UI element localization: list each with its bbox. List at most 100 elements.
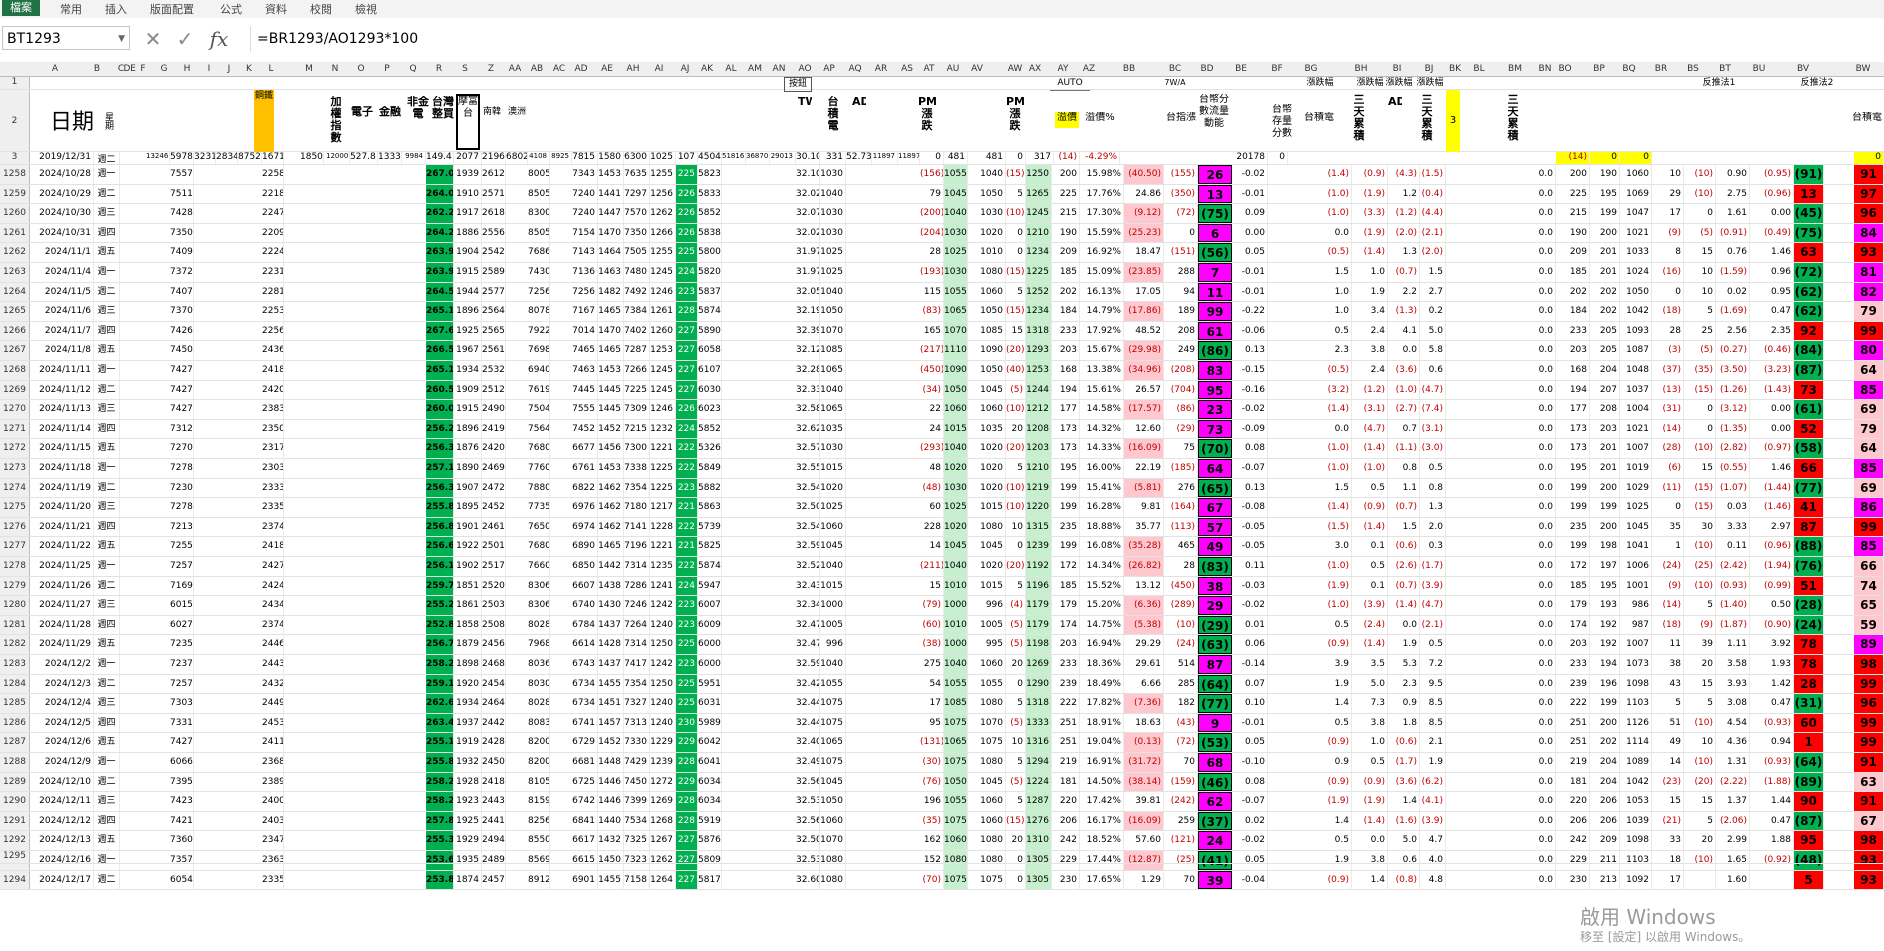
cell-k[interactable]: 2231 [262, 263, 284, 282]
cell-bs[interactable]: 5 [1684, 302, 1716, 321]
cell-bc[interactable]: 73 [1198, 419, 1232, 439]
cell-s[interactable]: 2577 [482, 282, 506, 302]
cell-ad[interactable]: 1430 [598, 596, 624, 615]
cell-bp[interactable]: 200 [1590, 517, 1620, 537]
cell-q[interactable]: 264.0 [426, 184, 454, 204]
cell-ax[interactable]: 1252 [1026, 282, 1052, 302]
row-header[interactable]: 1260 [0, 204, 30, 223]
cell-bs[interactable]: (10) [1684, 439, 1716, 458]
cell-ai[interactable]: 227 [676, 341, 698, 360]
cell-au[interactable]: 1045 [944, 537, 968, 556]
cell-bs[interactable]: 0 [1684, 204, 1716, 223]
cell-ao[interactable]: 1045 [820, 537, 846, 556]
cell[interactable]: 0 [1006, 152, 1026, 164]
cell-at[interactable]: 22 [920, 400, 944, 419]
cell-aa[interactable]: 7686 [528, 243, 550, 262]
cell-g[interactable]: 7270 [170, 439, 194, 458]
cell-av[interactable]: 1080 [968, 694, 1006, 713]
cell-bb[interactable]: (121) [1164, 831, 1198, 850]
cell-bc[interactable]: (64) [1198, 674, 1232, 694]
cell-av[interactable]: 1080 [968, 517, 1006, 537]
cell-bb[interactable]: (164) [1164, 498, 1198, 517]
cell-ai[interactable]: 226 [676, 184, 698, 204]
cell-bl[interactable]: 0.0 [1506, 517, 1556, 537]
cell-r[interactable]: 1898 [454, 655, 482, 674]
cell-ah[interactable]: 1250 [650, 674, 676, 694]
cell-bf[interactable]: 1.4 [1302, 694, 1352, 713]
cell-w[interactable]: 週一 [94, 165, 120, 184]
cell-ac[interactable]: 6741 [572, 713, 598, 733]
cell-ai[interactable]: 225 [676, 165, 698, 184]
cell-bs[interactable]: 5 [1684, 694, 1716, 713]
cell-bf[interactable]: 1.0 [1302, 302, 1352, 321]
cell-ay[interactable]: 194 [1052, 380, 1080, 400]
column-header-bk[interactable]: BK [1448, 64, 1462, 74]
cell-bb[interactable]: (159) [1164, 772, 1198, 792]
cell-bf[interactable]: (0.5) [1302, 361, 1352, 380]
cell-at[interactable]: 165 [920, 321, 944, 341]
cell-bl[interactable]: 0.0 [1506, 674, 1556, 694]
row-header[interactable]: 1288 [0, 753, 30, 772]
row-header[interactable]: 1277 [0, 537, 30, 556]
cell-bt[interactable]: 1.11 [1716, 635, 1750, 654]
cell-bq[interactable]: 1037 [1620, 380, 1652, 400]
cell-aw[interactable]: 20 [1006, 831, 1026, 850]
cell-ad[interactable]: 1462 [598, 478, 624, 498]
cell-g[interactable]: 7426 [170, 321, 194, 341]
cell-ae[interactable]: 7297 [624, 184, 650, 204]
cell-bc[interactable]: (75) [1198, 204, 1232, 223]
cell-r[interactable]: 1925 [454, 811, 482, 831]
cell-ah[interactable]: 1255 [650, 165, 676, 184]
cell-q[interactable]: 264.5 [426, 282, 454, 302]
cell-ay[interactable]: 220 [1052, 792, 1080, 811]
cell-an[interactable]: 31.97 [796, 263, 820, 282]
cell-ax[interactable]: 1318 [1026, 321, 1052, 341]
cell-bt[interactable]: (2.06) [1716, 811, 1750, 831]
cell-bw[interactable]: 85 [1854, 537, 1884, 556]
cell-g[interactable]: 7427 [170, 361, 194, 380]
cell-bs[interactable]: (10) [1684, 165, 1716, 184]
cell-bu[interactable]: (0.49) [1750, 223, 1794, 243]
cell-bb[interactable]: 70 [1164, 753, 1198, 772]
cell-ac[interactable]: 7014 [572, 321, 598, 341]
cell-ay[interactable]: 172 [1052, 557, 1080, 576]
cell-bh[interactable]: 1.1 [1388, 478, 1420, 498]
cell-ad[interactable]: 1442 [598, 557, 624, 576]
cell-ba[interactable]: (34.96) [1124, 361, 1164, 380]
cell-bw[interactable]: 85 [1854, 459, 1884, 478]
cell-bb[interactable]: 208 [1164, 321, 1198, 341]
cell-w[interactable]: 週二 [94, 576, 120, 596]
cell-g[interactable]: 7370 [170, 302, 194, 321]
cell-ao[interactable]: 1035 [820, 419, 846, 439]
cell-ad[interactable]: 1428 [598, 635, 624, 654]
cell-s[interactable]: 2450 [482, 753, 506, 772]
cell-ah[interactable]: 1242 [650, 655, 676, 674]
cell-an[interactable]: 32.02 [796, 223, 820, 243]
cell-br[interactable]: 28 [1652, 321, 1684, 341]
cell-av[interactable]: 1010 [968, 243, 1006, 262]
cell-ba[interactable]: 29.29 [1124, 635, 1164, 654]
cell-bb[interactable]: (25) [1164, 851, 1198, 870]
cell-ac[interactable]: 7445 [572, 380, 598, 400]
cell-ah[interactable]: 1256 [650, 184, 676, 204]
cell-br[interactable]: 43 [1652, 674, 1684, 694]
cell-g[interactable]: 7278 [170, 498, 194, 517]
cell-bg[interactable]: (0.9) [1352, 165, 1388, 184]
cell-bh[interactable]: 0.0 [1388, 341, 1420, 360]
cell-ac[interactable]: 6901 [572, 870, 598, 890]
cell-ad[interactable]: 1441 [598, 184, 624, 204]
cell-bq[interactable]: 1041 [1620, 537, 1652, 556]
cell-br[interactable]: 51 [1652, 713, 1684, 733]
cell-au[interactable]: 1065 [944, 733, 968, 752]
cell-ax[interactable]: 1276 [1026, 811, 1052, 831]
column-header-bd[interactable]: BD [1200, 64, 1214, 74]
cell-aj[interactable]: 5876 [698, 831, 722, 850]
column-header-al[interactable]: AL [725, 64, 737, 74]
cell-av[interactable]: 1050 [968, 302, 1006, 321]
cell-ad[interactable]: 1452 [598, 419, 624, 439]
cell-w[interactable]: 週五 [94, 341, 120, 360]
cell-bg[interactable]: 0.0 [1352, 831, 1388, 850]
cell-ae[interactable]: 7338 [624, 459, 650, 478]
cell-bf[interactable]: 1.9 [1302, 674, 1352, 694]
cell-bh[interactable]: (2.6) [1388, 557, 1420, 576]
